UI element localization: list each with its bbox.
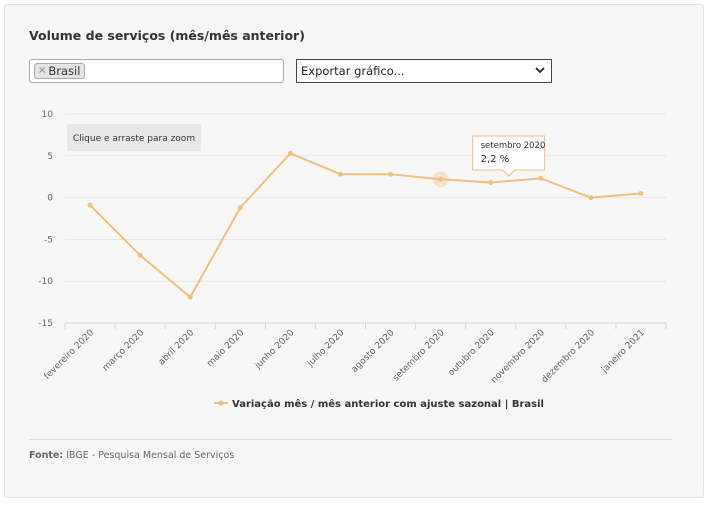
data-point[interactable] xyxy=(137,252,143,258)
chart-title: Volume de serviços (mês/mês anterior) xyxy=(29,28,305,43)
data-point[interactable] xyxy=(187,294,193,300)
filter-chip-brasil[interactable]: × Brasil xyxy=(34,63,86,79)
data-point[interactable] xyxy=(588,195,594,201)
data-point[interactable] xyxy=(87,202,93,208)
footer-divider xyxy=(29,439,672,440)
data-point[interactable] xyxy=(388,171,394,177)
legend-marker xyxy=(218,400,224,406)
y-tick-label: -15 xyxy=(38,319,53,329)
y-tick-label: 10 xyxy=(42,110,54,120)
data-point[interactable] xyxy=(438,176,444,182)
x-tick-label: setembro 2020 xyxy=(391,328,447,384)
x-tick-label: dezembro 2020 xyxy=(540,328,597,385)
data-point[interactable] xyxy=(488,180,494,186)
data-point[interactable] xyxy=(638,190,644,196)
data-point[interactable] xyxy=(237,205,243,211)
zoom-hint: Clique e arraste para zoom xyxy=(67,124,201,151)
y-tick-label: -10 xyxy=(38,277,53,287)
chart-card xyxy=(4,4,704,498)
series-line[interactable] xyxy=(89,152,642,299)
source-text: IBGE - Pesquisa Mensal de Serviços xyxy=(66,450,235,461)
data-point[interactable] xyxy=(337,171,343,177)
remove-chip-icon[interactable]: × xyxy=(38,65,47,76)
x-tick-label: julho 2020 xyxy=(305,328,347,370)
x-tick-label: outubro 2020 xyxy=(447,328,497,378)
export-select-value: Exportar gráfico... xyxy=(301,64,405,78)
zoom-hint-text: Clique e arraste para zoom xyxy=(73,134,195,144)
data-point[interactable] xyxy=(287,150,293,156)
x-tick-label: março 2020 xyxy=(101,328,146,373)
export-chart-select[interactable]: Exportar gráfico... xyxy=(296,59,552,83)
x-tick-label: maio 2020 xyxy=(205,328,246,369)
source-note: Fonte: IBGE - Pesquisa Mensal de Serviço… xyxy=(29,450,234,461)
y-tick-label: 5 xyxy=(47,152,53,162)
region-filter-input[interactable]: × Brasil xyxy=(29,59,284,83)
filter-chip-label: Brasil xyxy=(48,64,81,78)
legend-label[interactable]: Variação mês / mês anterior com ajuste s… xyxy=(232,398,544,410)
tooltip-box xyxy=(472,135,546,177)
y-tick-label: -5 xyxy=(44,235,53,245)
x-tick-label: fevereiro 2020 xyxy=(43,328,97,382)
x-tick-label: janeiro 2021 xyxy=(599,328,647,376)
source-label: Fonte: xyxy=(29,450,64,461)
tooltip-value: 2,2 % xyxy=(481,154,510,165)
x-tick-label: novembro 2020 xyxy=(489,328,547,386)
y-tick-label: 0 xyxy=(47,194,53,204)
tooltip-header: setembro 2020 xyxy=(481,141,546,151)
x-tick-label: junho 2020 xyxy=(253,328,297,372)
x-tick-label: agosto 2020 xyxy=(350,328,397,375)
data-point[interactable] xyxy=(538,175,544,181)
x-tick-label: abril 2020 xyxy=(157,328,197,368)
chevron-down-icon xyxy=(535,67,545,74)
